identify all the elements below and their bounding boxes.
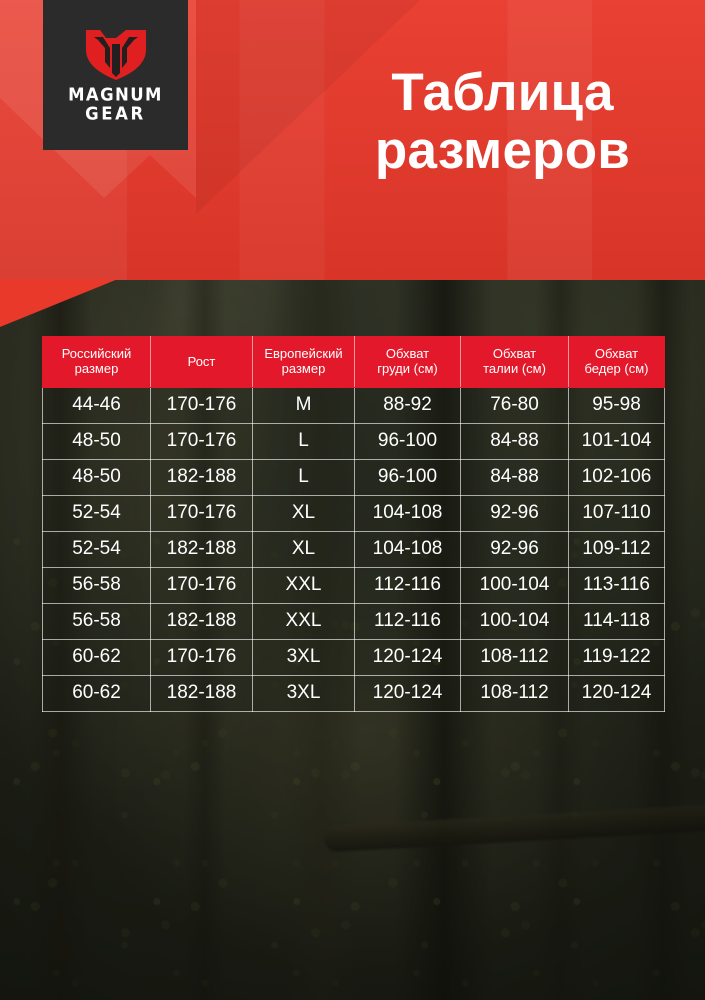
table-cell-r8-c2: 3XL [252,674,355,712]
page-title-line-2: размеров [374,121,631,181]
brand-logo: MAGNUM GEAR [43,0,188,150]
table-cell-r8-c0: 60-62 [42,674,151,712]
table-cell-r5-c4: 100-104 [460,566,569,604]
size-chart-table: Российский размер Рост Европейский размер Обх… [42,336,665,712]
table-cell-r2-c4: 84-88 [460,458,569,496]
table-cell-r5-c2: XXL [252,566,355,604]
table-header-cell-4-line-1: талии (см) [483,361,546,377]
table-cell-r4-c5: 109-112 [568,530,665,568]
table-cell-r2-c1: 182-188 [150,458,253,496]
page-title-line-1: Таблица [391,63,614,122]
page-title: Таблица размеров [330,63,675,181]
table-cell-r3-c1: 170-176 [150,494,253,532]
table-cell-r5-c5: 113-116 [568,566,665,604]
table-cell-r0-c4: 76-80 [460,386,569,424]
table-row: 44-46 170-176 M 88-92 76-80 95-98 [42,386,665,424]
table-header-cell-3-line-0: Обхват [385,346,430,361]
table-cell-r6-c3: 112-116 [354,602,461,640]
table-cell-r1-c0: 48-50 [42,422,151,460]
table-cell-r8-c3: 120-124 [354,674,461,712]
table-cell-r3-c4: 92-96 [460,494,569,532]
table-header-cell-1: Рост [150,336,253,388]
table-cell-r6-c2: XXL [252,602,355,640]
table-header-cell-5-line-0: Обхват [594,346,639,361]
table-row: 60-62 170-176 3XL 120-124 108-112 119-122 [42,638,665,676]
table-header: Российский размер Рост Европейский размер Обх… [42,336,665,388]
table-body: 44-46 170-176 M 88-92 76-80 95-98 48-50 170-176… [42,386,665,712]
table-header-cell-2: Европейский размер [252,336,355,388]
table-header-cell-5: Обхват бедер (см) [568,336,665,388]
table-cell-r4-c0: 52-54 [42,530,151,568]
table-cell-r2-c3: 96-100 [354,458,461,496]
table-cell-r1-c5: 101-104 [568,422,665,460]
table-cell-r7-c3: 120-124 [354,638,461,676]
wordmark-line-1: MAGNUM [68,83,163,105]
table-row: 60-62 182-188 3XL 120-124 108-112 120-124 [42,674,665,712]
table-cell-r0-c0: 44-46 [42,386,151,424]
table-row: 56-58 182-188 XXL 112-116 100-104 114-118 [42,602,665,640]
table-cell-r2-c0: 48-50 [42,458,151,496]
table-cell-r0-c2: M [252,386,355,424]
table-cell-r0-c5: 95-98 [568,386,665,424]
table-cell-r4-c3: 104-108 [354,530,461,568]
table-cell-r4-c2: XL [252,530,355,568]
table-cell-r4-c4: 92-96 [460,530,569,568]
magnum-shield-icon [85,29,146,80]
table-cell-r7-c2: 3XL [252,638,355,676]
table-row: 56-58 170-176 XXL 112-116 100-104 113-116 [42,566,665,604]
table-row: 52-54 182-188 XL 104-108 92-96 109-112 [42,530,665,568]
table-cell-r6-c1: 182-188 [150,602,253,640]
table-cell-r1-c2: L [252,422,355,460]
table-cell-r1-c4: 84-88 [460,422,569,460]
table-cell-r0-c3: 88-92 [354,386,461,424]
table-cell-r1-c1: 170-176 [150,422,253,460]
table-cell-r5-c3: 112-116 [354,566,461,604]
table-header-row: Российский размер Рост Европейский размер Обх… [42,336,665,388]
brand-wordmark: MAGNUM GEAR [68,83,163,124]
table-cell-r3-c0: 52-54 [42,494,151,532]
table-cell-r2-c5: 102-106 [568,458,665,496]
table-cell-r8-c4: 108-112 [460,674,569,712]
table-cell-r6-c4: 100-104 [460,602,569,640]
wordmark-line-2: GEAR [85,103,146,124]
table-cell-r4-c1: 182-188 [150,530,253,568]
table-header-cell-3: Обхват груди (см) [354,336,461,388]
table-cell-r7-c1: 170-176 [150,638,253,676]
table-header-cell-2-line-0: Европейский [264,346,343,361]
table-cell-r5-c1: 170-176 [150,566,253,604]
table-cell-r8-c5: 120-124 [568,674,665,712]
table-header-cell-4-line-0: Обхват [492,346,537,361]
table-row: 52-54 170-176 XL 104-108 92-96 107-110 [42,494,665,532]
table-cell-r1-c3: 96-100 [354,422,461,460]
table-header-cell-4: Обхват талии (см) [460,336,569,388]
table-cell-r0-c1: 170-176 [150,386,253,424]
table-header-cell-0-line-0: Российский [61,346,132,361]
table-cell-r5-c0: 56-58 [42,566,151,604]
table-row: 48-50 170-176 L 96-100 84-88 101-104 [42,422,665,460]
table-cell-r7-c5: 119-122 [568,638,665,676]
table-row: 48-50 182-188 L 96-100 84-88 102-106 [42,458,665,496]
table-header-cell-3-line-1: груди (см) [377,361,438,377]
table-header-cell-1-line-0: Рост [187,353,216,369]
table-cell-r6-c5: 114-118 [568,602,665,640]
table-cell-r7-c4: 108-112 [460,638,569,676]
table-cell-r3-c3: 104-108 [354,494,461,532]
table-cell-r3-c2: XL [252,494,355,532]
table-cell-r2-c2: L [252,458,355,496]
table-header-cell-0: Российский размер [42,336,151,388]
table-cell-r6-c0: 56-58 [42,602,151,640]
table-cell-r8-c1: 182-188 [150,674,253,712]
table-header-cell-2-line-1: размер [281,361,326,377]
table-header-cell-5-line-1: бедер (см) [584,361,649,377]
table-cell-r3-c5: 107-110 [568,494,665,532]
table-cell-r7-c0: 60-62 [42,638,151,676]
table-header-cell-0-line-1: размер [74,361,119,377]
